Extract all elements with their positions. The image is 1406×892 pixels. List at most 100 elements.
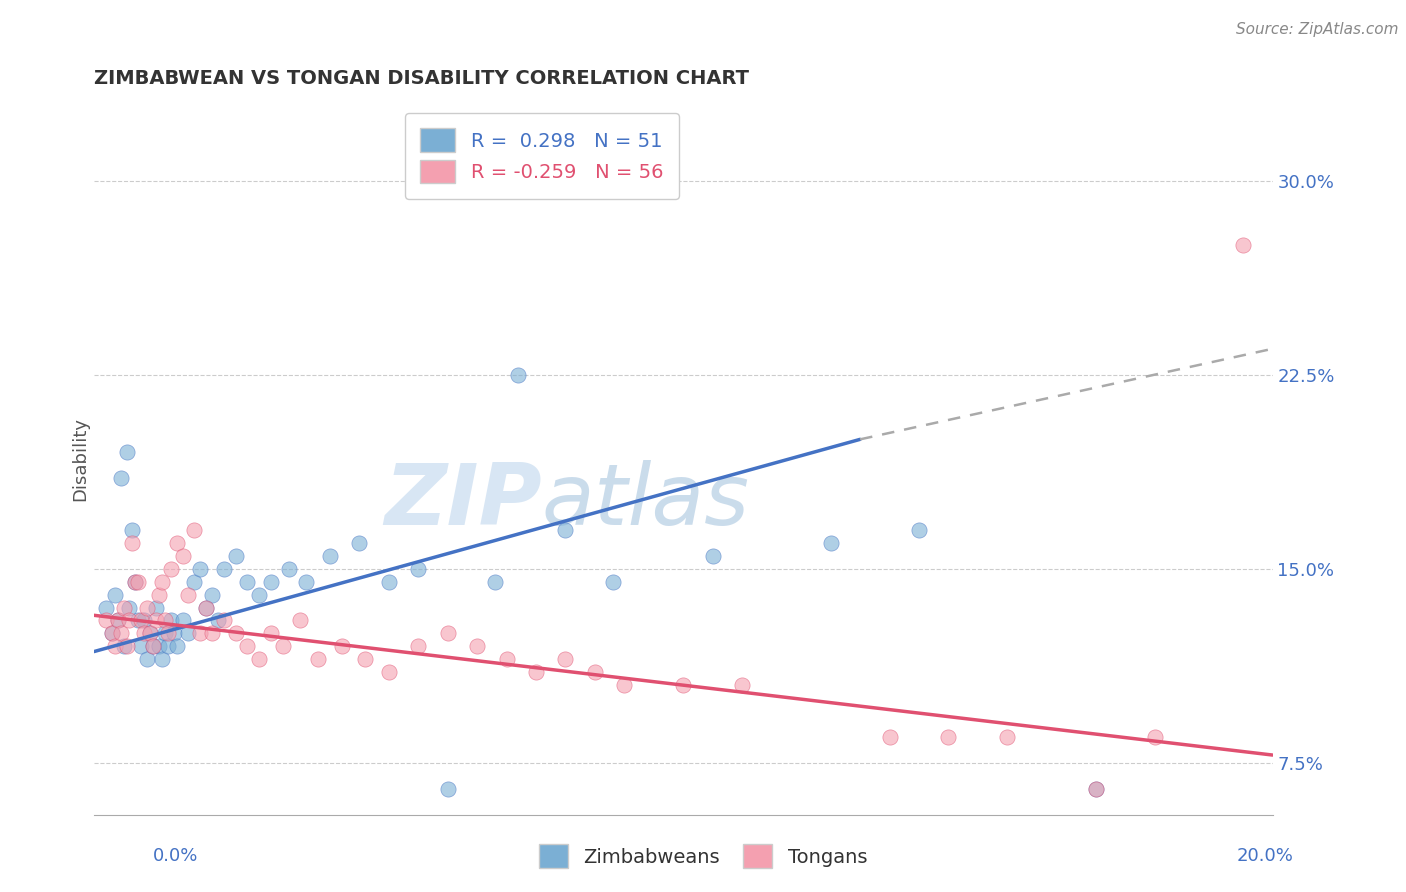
- Point: [938, 730, 960, 744]
- Point: [107, 614, 129, 628]
- Point: [377, 665, 399, 680]
- Point: [201, 588, 224, 602]
- Point: [148, 640, 170, 654]
- Point: [879, 730, 901, 744]
- Point: [188, 562, 211, 576]
- Point: [101, 626, 124, 640]
- Point: [236, 640, 259, 654]
- Point: [188, 626, 211, 640]
- Point: [142, 640, 165, 654]
- Point: [225, 626, 247, 640]
- Point: [134, 626, 156, 640]
- Point: [406, 562, 429, 576]
- Point: [554, 523, 576, 537]
- Point: [277, 562, 299, 576]
- Point: [124, 574, 146, 589]
- Point: [134, 614, 156, 628]
- Point: [121, 536, 143, 550]
- Point: [212, 562, 235, 576]
- Point: [465, 640, 488, 654]
- Point: [377, 574, 399, 589]
- Point: [110, 471, 132, 485]
- Text: Source: ZipAtlas.com: Source: ZipAtlas.com: [1236, 22, 1399, 37]
- Point: [212, 614, 235, 628]
- Point: [112, 600, 135, 615]
- Point: [177, 626, 200, 640]
- Point: [127, 574, 149, 589]
- Point: [172, 549, 194, 563]
- Point: [995, 730, 1018, 744]
- Point: [484, 574, 506, 589]
- Point: [349, 536, 371, 550]
- Point: [94, 600, 117, 615]
- Point: [236, 574, 259, 589]
- Point: [118, 600, 141, 615]
- Point: [136, 652, 159, 666]
- Point: [354, 652, 377, 666]
- Point: [104, 588, 127, 602]
- Point: [290, 614, 312, 628]
- Legend: Zimbabweans, Tongans: Zimbabweans, Tongans: [529, 835, 877, 878]
- Point: [436, 626, 458, 640]
- Point: [159, 562, 181, 576]
- Point: [112, 640, 135, 654]
- Point: [260, 626, 283, 640]
- Point: [295, 574, 318, 589]
- Point: [1143, 730, 1166, 744]
- Point: [195, 600, 218, 615]
- Point: [156, 640, 179, 654]
- Point: [225, 549, 247, 563]
- Point: [115, 445, 138, 459]
- Point: [702, 549, 724, 563]
- Point: [406, 640, 429, 654]
- Point: [177, 588, 200, 602]
- Point: [330, 640, 353, 654]
- Point: [115, 640, 138, 654]
- Point: [101, 626, 124, 640]
- Point: [672, 678, 695, 692]
- Point: [195, 600, 218, 615]
- Point: [908, 523, 931, 537]
- Point: [129, 640, 152, 654]
- Point: [183, 523, 205, 537]
- Point: [148, 588, 170, 602]
- Point: [602, 574, 624, 589]
- Point: [436, 781, 458, 796]
- Point: [307, 652, 329, 666]
- Point: [150, 652, 173, 666]
- Text: 20.0%: 20.0%: [1237, 847, 1294, 865]
- Point: [145, 600, 167, 615]
- Point: [145, 614, 167, 628]
- Text: 0.0%: 0.0%: [153, 847, 198, 865]
- Point: [247, 652, 270, 666]
- Point: [129, 614, 152, 628]
- Point: [156, 626, 179, 640]
- Point: [613, 678, 636, 692]
- Point: [183, 574, 205, 589]
- Text: ZIP: ZIP: [384, 460, 541, 543]
- Legend: R =  0.298   N = 51, R = -0.259   N = 56: R = 0.298 N = 51, R = -0.259 N = 56: [405, 112, 679, 199]
- Point: [118, 614, 141, 628]
- Point: [94, 614, 117, 628]
- Point: [153, 626, 176, 640]
- Point: [247, 588, 270, 602]
- Point: [107, 614, 129, 628]
- Point: [139, 626, 162, 640]
- Point: [583, 665, 606, 680]
- Point: [271, 640, 294, 654]
- Point: [820, 536, 842, 550]
- Point: [524, 665, 547, 680]
- Point: [159, 614, 181, 628]
- Point: [554, 652, 576, 666]
- Point: [124, 574, 146, 589]
- Point: [110, 626, 132, 640]
- Point: [150, 574, 173, 589]
- Point: [1232, 238, 1254, 252]
- Point: [1084, 781, 1107, 796]
- Point: [153, 614, 176, 628]
- Point: [495, 652, 517, 666]
- Point: [136, 600, 159, 615]
- Point: [207, 614, 229, 628]
- Point: [731, 678, 754, 692]
- Point: [508, 368, 530, 382]
